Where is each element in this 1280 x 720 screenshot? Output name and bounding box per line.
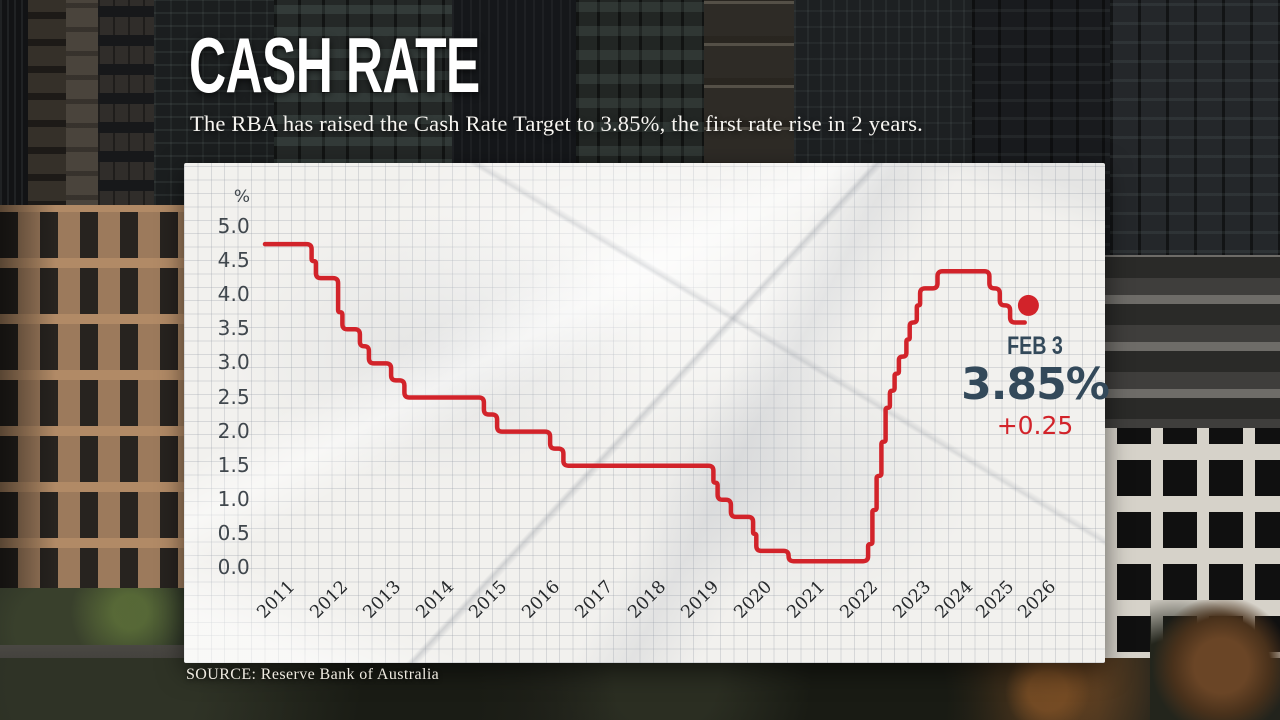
page-title: CASH RATE (189, 21, 480, 109)
y-tick-label: 1.0 (217, 486, 250, 511)
y-tick-label: 2.5 (217, 384, 250, 409)
y-tick-label: 3.0 (217, 350, 250, 375)
y-axis-unit-label: % (233, 187, 250, 207)
annotation-date: FEB 3 (1007, 331, 1063, 361)
background-tree (1150, 600, 1280, 720)
rate-line (262, 241, 1027, 564)
y-tick-label: 1.5 (217, 452, 250, 477)
y-tick-label: 3.5 (217, 316, 250, 341)
end-point-dot (1017, 294, 1039, 316)
annotation-value: 3.85% (961, 359, 1110, 411)
y-tick-label: 0.0 (217, 555, 250, 579)
y-tick-label: 5.0 (217, 214, 250, 238)
y-tick-label: 4.5 (217, 248, 250, 273)
headline-block: CASH RATE (189, 26, 629, 104)
y-tick-label: 2.0 (217, 418, 250, 443)
latest-rate-annotation: FEB 3 3.85% +0.25 (960, 331, 1110, 440)
chart-paper: % 5.0 4.5 4.0 3.5 3.0 2.5 2.0 1.5 1.0 0.5 0.0 2011… (184, 163, 1110, 663)
background-building-tan (0, 205, 186, 660)
y-tick-label: 0.5 (217, 520, 250, 545)
background-building (1105, 255, 1280, 445)
rate-chart-svg (262, 241, 1039, 564)
background-building (1110, 0, 1280, 272)
y-tick-label: 4.0 (217, 282, 250, 307)
annotation-change: +0.25 (996, 410, 1074, 440)
source-credit: SOURCE: Reserve Bank of Australia (186, 666, 440, 683)
page-subtitle: The RBA has raised the Cash Rate Target … (190, 111, 923, 136)
